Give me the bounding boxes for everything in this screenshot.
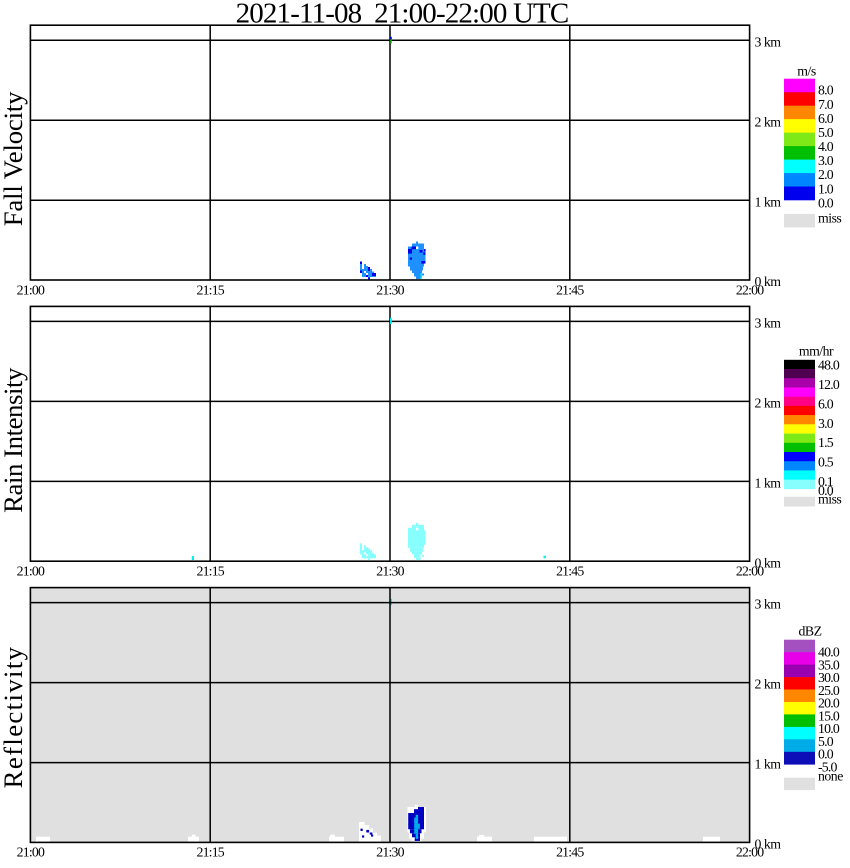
svg-text:22:00: 22:00 (736, 564, 764, 579)
svg-text:20.0: 20.0 (818, 696, 840, 711)
svg-text:40.0: 40.0 (818, 645, 840, 660)
svg-text:7.0: 7.0 (818, 97, 834, 112)
svg-text:none: none (818, 768, 843, 783)
svg-text:2 km: 2 km (755, 396, 782, 411)
svg-text:21:15: 21:15 (196, 564, 224, 579)
svg-text:m/s: m/s (797, 64, 816, 79)
svg-text:1 km: 1 km (755, 194, 782, 209)
svg-text:5.0: 5.0 (818, 734, 834, 749)
svg-text:21:00: 21:00 (17, 845, 45, 860)
svg-text:0.0: 0.0 (818, 747, 834, 762)
svg-text:2.0: 2.0 (818, 167, 834, 182)
svg-text:25.0: 25.0 (818, 683, 840, 698)
svg-text:Fall Velocity: Fall Velocity (0, 91, 28, 226)
svg-text:21:30: 21:30 (376, 845, 404, 860)
svg-text:21:45: 21:45 (556, 282, 584, 297)
svg-text:0.5: 0.5 (818, 455, 834, 470)
svg-text:30.0: 30.0 (818, 670, 840, 685)
svg-text:0.0: 0.0 (818, 483, 834, 498)
svg-text:3 km: 3 km (755, 597, 782, 612)
svg-text:2 km: 2 km (755, 114, 782, 129)
svg-text:4.0: 4.0 (818, 139, 834, 154)
svg-text:1 km: 1 km (755, 757, 782, 772)
svg-text:3 km: 3 km (755, 34, 782, 49)
svg-text:21:30: 21:30 (376, 282, 404, 297)
svg-text:-5.0: -5.0 (818, 759, 838, 774)
svg-text:0.1: 0.1 (818, 474, 834, 489)
svg-text:3.0: 3.0 (818, 153, 834, 168)
svg-text:21:45: 21:45 (556, 564, 584, 579)
svg-text:Reflectivity: Reflectivity (0, 646, 28, 789)
svg-text:3.0: 3.0 (818, 416, 834, 431)
svg-text:1 km: 1 km (755, 476, 782, 491)
svg-text:48.0: 48.0 (818, 358, 840, 373)
svg-text:0 km: 0 km (755, 274, 782, 289)
svg-text:12.0: 12.0 (818, 377, 840, 392)
svg-text:dBZ: dBZ (798, 624, 821, 639)
svg-text:21:00: 21:00 (17, 282, 45, 297)
svg-text:mm/hr: mm/hr (799, 344, 834, 359)
svg-text:8.0: 8.0 (818, 83, 834, 98)
svg-text:22:00: 22:00 (736, 282, 764, 297)
svg-text:1.0: 1.0 (818, 181, 834, 196)
svg-text:6.0: 6.0 (818, 111, 834, 126)
svg-text:15.0: 15.0 (818, 708, 840, 723)
svg-text:0.0: 0.0 (818, 195, 834, 210)
svg-text:0 km: 0 km (755, 837, 782, 852)
svg-text:6.0: 6.0 (818, 396, 834, 411)
svg-text:21:15: 21:15 (196, 282, 224, 297)
svg-text:21:15: 21:15 (196, 845, 224, 860)
svg-text:35.0: 35.0 (818, 657, 840, 672)
svg-text:miss: miss (818, 491, 841, 506)
svg-text:21:00: 21:00 (17, 564, 45, 579)
svg-text:21:45: 21:45 (556, 845, 584, 860)
svg-text:1.5: 1.5 (818, 435, 834, 450)
svg-text:22:00: 22:00 (736, 845, 764, 860)
svg-text:Rain Intensity: Rain Intensity (0, 367, 28, 513)
svg-text:3 km: 3 km (755, 316, 782, 331)
svg-text:miss: miss (818, 211, 841, 226)
svg-text:10.0: 10.0 (818, 721, 840, 736)
svg-text:21:30: 21:30 (376, 564, 404, 579)
svg-text:2 km: 2 km (755, 677, 782, 692)
svg-text:5.0: 5.0 (818, 125, 834, 140)
svg-text:0 km: 0 km (755, 555, 782, 570)
